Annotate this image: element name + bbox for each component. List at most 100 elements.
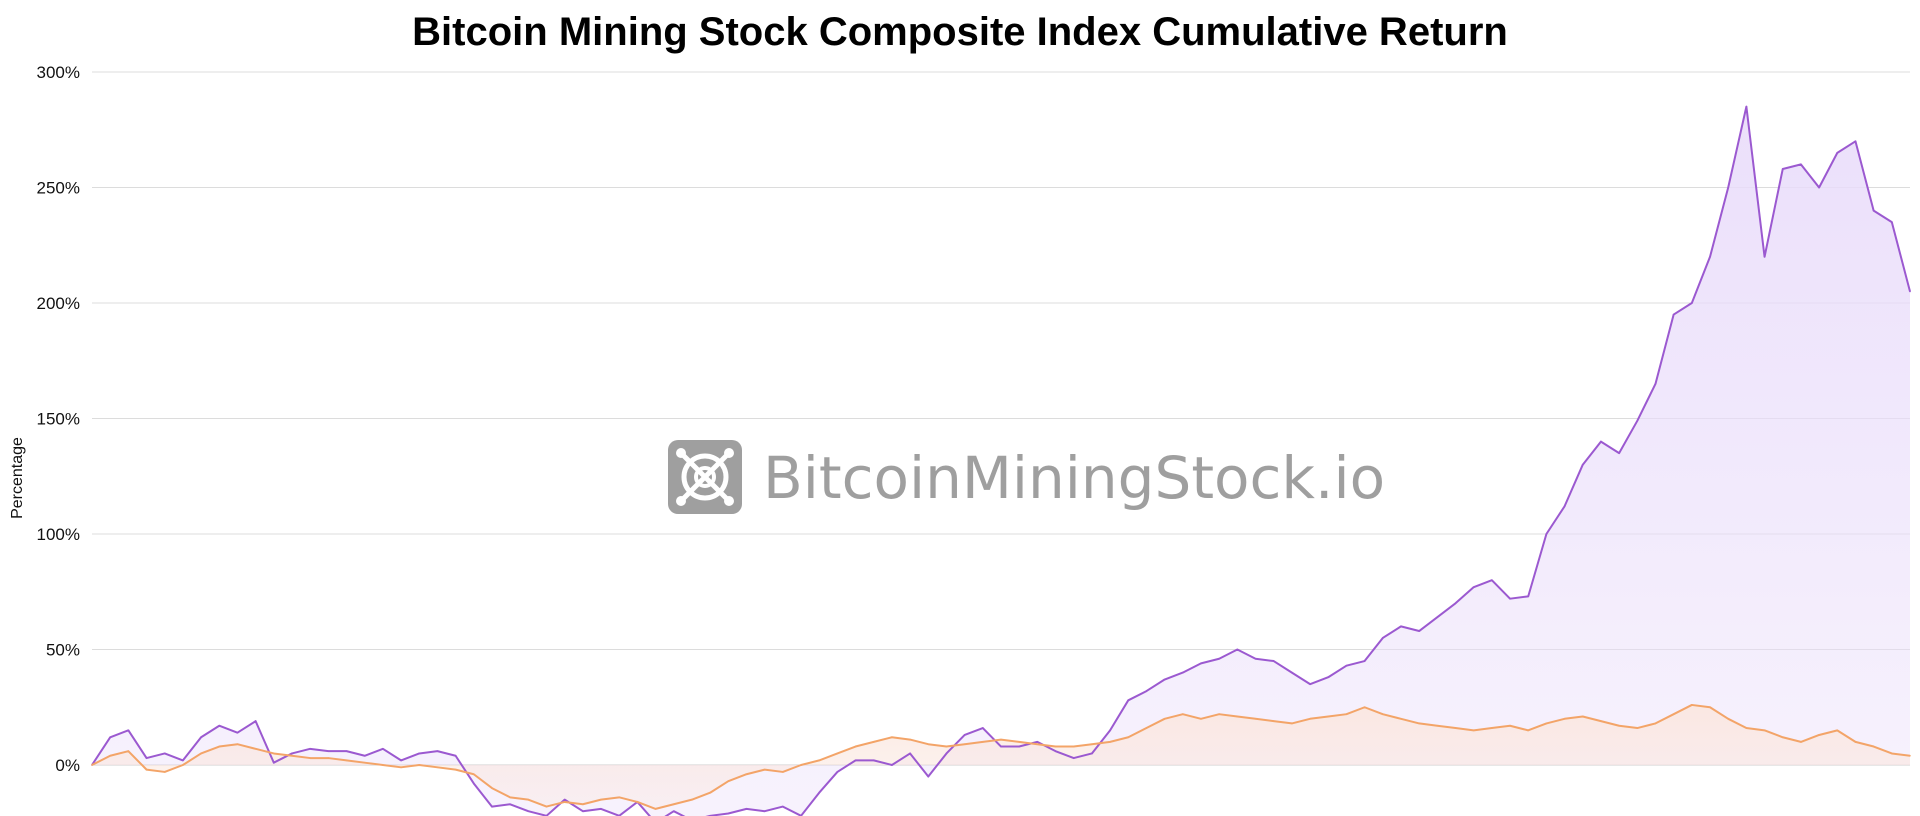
series-0-point [218, 724, 221, 727]
series-0-point [109, 736, 111, 739]
series-0-point [273, 761, 275, 764]
series-1-point [545, 805, 548, 808]
series-0-point [1054, 750, 1057, 752]
series-0-point [1381, 637, 1384, 639]
series-1-point [109, 754, 111, 757]
series-1-point [1545, 722, 1548, 725]
series-1-point [454, 768, 457, 771]
series-1-point [1800, 741, 1802, 743]
series-0-point [472, 782, 475, 785]
series-1-point [1036, 743, 1039, 746]
series-1-point [654, 808, 657, 810]
series-0-point [1036, 741, 1039, 743]
series-1-point [1309, 718, 1311, 720]
series-1-point [509, 796, 511, 799]
series-0-point [1200, 662, 1202, 665]
series-0-point [1909, 290, 1911, 293]
series-0-point [1672, 313, 1675, 316]
series-1-point [1872, 745, 1875, 748]
series-1-point [872, 741, 875, 743]
series-1-point [1236, 715, 1239, 718]
series-1-point [1436, 724, 1439, 727]
series-0-point [1527, 595, 1530, 598]
series-0-point [1727, 186, 1729, 189]
series-1-point [1054, 745, 1057, 748]
series-1-point [1818, 734, 1820, 736]
series-1-point [1163, 718, 1166, 720]
series-1-point [182, 764, 184, 766]
series-0-point [254, 720, 257, 722]
series-1-point [418, 764, 421, 766]
chart-title: Bitcoin Mining Stock Composite Index Cum… [412, 10, 1508, 54]
series-0-point [1218, 657, 1220, 660]
series-1-point [1381, 713, 1384, 715]
series-0-point [1854, 140, 1857, 143]
watermark-text: BitcoinMiningStock.io [763, 444, 1385, 512]
series-0-point [1600, 440, 1602, 443]
series-0-point [182, 759, 184, 762]
series-0-point [327, 750, 330, 752]
series-1-point [436, 766, 439, 769]
series-1-point [909, 738, 911, 741]
series-1-point [218, 745, 221, 748]
series-1-point [491, 787, 493, 789]
series-0-point [1709, 255, 1711, 258]
series-1-point [1291, 722, 1293, 725]
series-0-point [291, 752, 293, 755]
series-1-point [854, 745, 857, 748]
series-1-point [1691, 704, 1693, 706]
axis-layer: Percentage 300% 250% 200% 150% 100% 50% 0% [9, 63, 80, 775]
series-0-point [600, 808, 602, 810]
series-0-point [745, 808, 748, 810]
series-1-point [1345, 713, 1348, 715]
y-tick-label: 250% [37, 179, 80, 198]
series-0-point [382, 748, 384, 750]
series-1-point [1600, 720, 1602, 722]
series-1-point [1672, 713, 1675, 715]
series-0-point [509, 803, 511, 806]
series-0-point [582, 810, 584, 812]
series-0-point [909, 752, 911, 755]
series-0-point [1109, 729, 1111, 732]
series-0-point [782, 805, 784, 808]
series-0-point [872, 759, 875, 762]
series-1-point [600, 798, 602, 801]
series-0-point [836, 771, 839, 773]
series-1-point [618, 796, 621, 799]
series-0-point [1581, 463, 1584, 466]
series-0-point [1309, 683, 1311, 685]
series-1-point [1454, 727, 1457, 729]
series-1-point [1909, 754, 1911, 757]
series-0-point [1745, 105, 1748, 108]
series-1-point [1272, 720, 1275, 722]
series-0-point [727, 812, 730, 815]
series-1-point [582, 803, 584, 806]
y-tick-label: 100% [37, 525, 80, 544]
series-1-point [1891, 752, 1893, 755]
series-0-point [1145, 690, 1148, 692]
series-0-point [1472, 586, 1475, 588]
series-0-point [1836, 152, 1839, 154]
series-1-point [1400, 718, 1402, 720]
y-tick-label: 50% [46, 641, 80, 660]
series-layer [91, 105, 1911, 816]
series-1-point [527, 798, 530, 801]
series-1-point [145, 768, 148, 771]
series-1-point [1636, 727, 1639, 729]
series-0-point [1563, 505, 1566, 508]
series-1-point [400, 766, 402, 769]
series-0-point [1072, 757, 1075, 759]
series-1-point [472, 773, 475, 776]
series-0-point [1091, 752, 1093, 755]
series-1-point [891, 736, 893, 739]
series-0-point [1000, 745, 1002, 748]
series-1-point [745, 773, 748, 776]
series-1-point [1763, 729, 1766, 732]
series-area-1 [92, 704, 1910, 809]
series-0-point [1800, 163, 1802, 166]
series-1-point [1709, 706, 1711, 709]
series-1-point [309, 757, 311, 759]
series-1-point [763, 768, 766, 771]
series-1-point [945, 745, 948, 748]
